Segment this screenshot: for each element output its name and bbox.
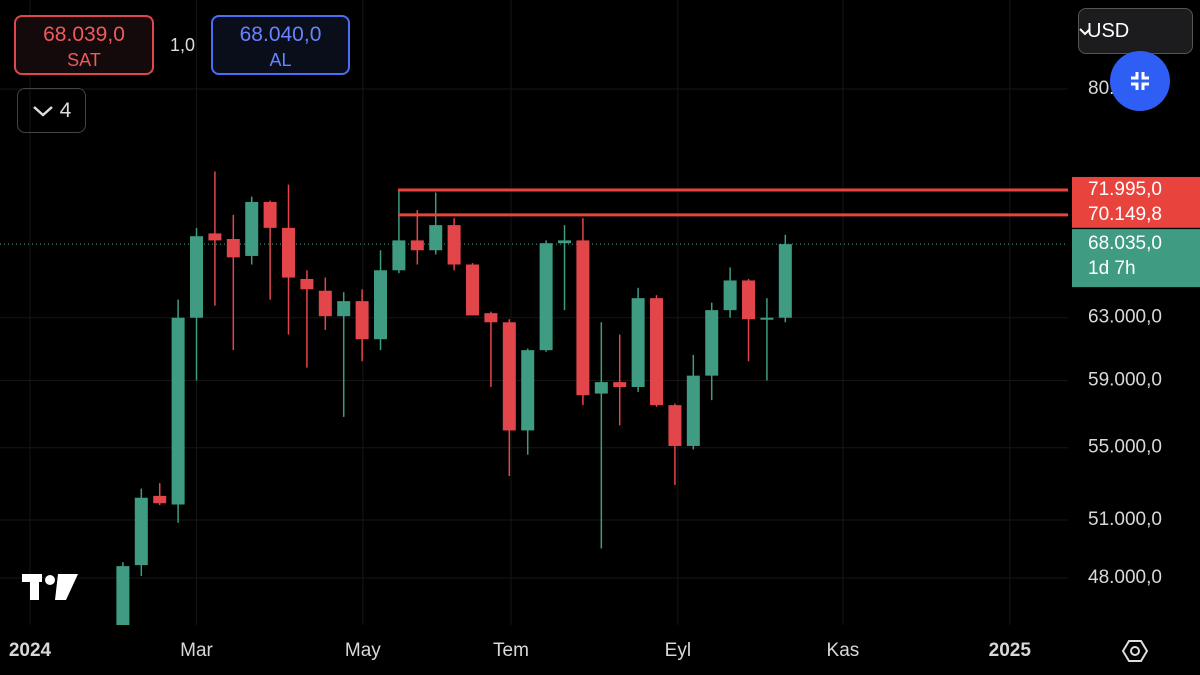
candle-body (650, 298, 664, 406)
candle-body (392, 240, 406, 271)
sell-price: 68.039,0 (43, 23, 125, 46)
y-tick-label: 63.000,0 (1088, 307, 1162, 328)
buy-label: AL (269, 50, 292, 70)
y-tick-label: 51.000,0 (1088, 509, 1162, 530)
buy-button[interactable]: 68.040,0 AL (211, 15, 350, 75)
fullscreen-button[interactable] (1109, 50, 1171, 112)
candle-body (153, 495, 167, 504)
sell-button[interactable]: 68.039,0 SAT (14, 15, 154, 75)
x-tick-label: 2025 (989, 640, 1032, 661)
settings-button[interactable] (1121, 640, 1149, 662)
candle-body (742, 280, 756, 320)
candle-body (466, 264, 480, 316)
currency: USD (1087, 20, 1130, 42)
countdown: 1d 7h (1088, 258, 1136, 279)
currency-select[interactable]: USD (1078, 8, 1193, 54)
candle-body (410, 240, 424, 251)
candle-body (686, 375, 700, 446)
level-label: 70.149,8 (1088, 204, 1162, 225)
y-tick-label: 55.000,0 (1088, 437, 1162, 458)
x-tick-label: Mar (180, 640, 213, 661)
y-tick-label: 48.000,0 (1088, 567, 1162, 588)
y-tick-label: 59.000,0 (1088, 370, 1162, 391)
candle-body (300, 279, 314, 290)
grid (0, 0, 1068, 625)
candle-body (668, 405, 682, 446)
candle-body (631, 298, 645, 388)
dropdown-arrow (1079, 28, 1091, 36)
level-box (1072, 201, 1200, 228)
x-tick-label: Kas (827, 640, 860, 661)
last-price-box (1072, 229, 1200, 288)
level-label: 71.995,0 (1088, 179, 1162, 200)
candle-body (282, 227, 296, 278)
candle-body (576, 240, 590, 396)
candle-body (171, 317, 185, 505)
collapsed-count: 4 (59, 99, 72, 122)
candle-body (263, 201, 277, 228)
candle-body (245, 201, 259, 256)
candle-body (723, 280, 737, 311)
candle-body (613, 382, 627, 388)
sell-label: SAT (67, 50, 101, 70)
collapse-button[interactable]: 4 (17, 88, 86, 133)
candle-body (484, 313, 498, 323)
candle-body (208, 233, 222, 241)
candle-body (134, 497, 148, 566)
candle-body (502, 322, 516, 431)
candle-body (355, 301, 369, 340)
x-tick-label: Eyl (665, 640, 691, 661)
candle-body (318, 290, 332, 317)
buy-price: 68.040,0 (239, 23, 322, 46)
candle-body (226, 238, 240, 258)
candle-body (778, 244, 792, 318)
candle-body (539, 243, 553, 351)
candle-body (190, 236, 204, 318)
candle-body (116, 566, 130, 625)
candle-body (521, 350, 535, 431)
candle-body (374, 270, 388, 340)
spread: 1,0 (170, 35, 196, 55)
axes: 48.000,0 51.000,0 55.000,0 59.000,0 63.000,0… (9, 78, 1200, 661)
candle-body (337, 301, 351, 317)
tv-logo (22, 574, 78, 600)
candle-body (558, 240, 572, 244)
candle-body (594, 382, 608, 394)
level-box (1072, 176, 1200, 203)
x-tick-label: May (345, 640, 381, 661)
plot (116, 171, 1068, 625)
candle-body (760, 317, 774, 320)
x-tick-label: Tem (493, 640, 529, 661)
x-tick-label: 2024 (9, 640, 52, 661)
candle-body (447, 225, 461, 265)
chevron (32, 106, 53, 117)
last-price-label: 68.035,0 (1088, 233, 1162, 254)
candle-body (429, 225, 443, 251)
candle-body (705, 310, 719, 376)
